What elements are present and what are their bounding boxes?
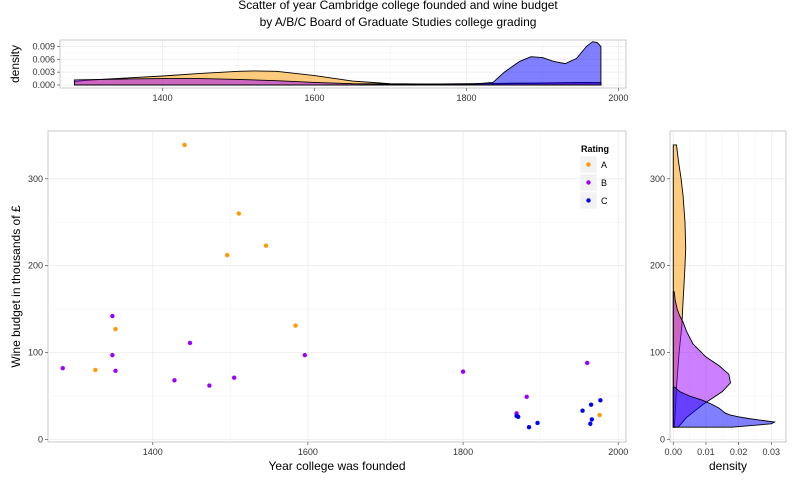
x-tick-label: 0.00 <box>665 447 683 457</box>
x-tick-label: 1400 <box>153 93 173 103</box>
x-tick-label: 1400 <box>143 447 163 457</box>
scatter-point-C <box>588 402 594 407</box>
legend-title: Rating <box>581 144 609 154</box>
y-tick-label: 100 <box>650 348 665 358</box>
scatter-point-B <box>110 313 115 319</box>
legend-label-C: C <box>601 196 608 206</box>
x-tick-label: 2000 <box>608 447 628 457</box>
y-tick-label: 0 <box>38 434 43 444</box>
scatter-point-B <box>524 394 529 400</box>
scatter-point-B <box>60 365 65 371</box>
scatter-point-B <box>460 369 466 374</box>
legend: Rating ABC <box>579 144 609 210</box>
top-density-panel: 1400 1600 1800 2000 0.000 0.003 0.006 0.009 dens… <box>8 39 628 103</box>
main-y-axis-label: Wine budget in thousands of £ <box>9 205 23 367</box>
scatter-point-A <box>182 142 187 148</box>
y-tick-label: 300 <box>650 174 665 184</box>
scatter-point-B <box>113 368 118 373</box>
main-plot-background <box>47 130 627 443</box>
x-tick-label: 1600 <box>298 447 318 457</box>
x-tick-label: 0.02 <box>730 447 748 457</box>
main-scatter-panel: 1400 1600 1800 2000 0 100 200 300 Year college w… <box>9 130 628 473</box>
scatter-point-C <box>535 420 540 426</box>
scatter-point-A <box>113 326 118 332</box>
scatter-point-C <box>589 417 595 422</box>
scatter-point-A <box>236 211 242 216</box>
y-tick-label: 0.000 <box>32 80 55 90</box>
top-y-axis-label: density <box>8 45 22 83</box>
scatter-point-C <box>580 408 585 413</box>
x-tick-label: 1600 <box>304 93 324 103</box>
y-tick-label: 200 <box>650 261 665 271</box>
y-tick-label: 300 <box>28 174 43 184</box>
y-tick-label: 0.006 <box>32 54 55 64</box>
scatter-point-A <box>293 323 298 328</box>
scatter-point-A <box>597 412 602 418</box>
legend-key-point-C <box>586 198 591 203</box>
y-tick-label: 100 <box>28 348 43 358</box>
legend-label-A: A <box>601 160 607 170</box>
density-area-C <box>74 41 602 86</box>
main-x-axis-label: Year college was founded <box>269 459 406 473</box>
scatter-point-B <box>232 375 237 380</box>
scatter-point-B <box>110 352 115 358</box>
chart-title-line-1: Scatter of year Cambridge college founde… <box>238 0 558 12</box>
x-tick-label: 0.01 <box>697 447 715 457</box>
scatter-point-A <box>225 253 230 258</box>
density-area-C <box>672 386 777 428</box>
legend-key-point-A <box>586 162 591 167</box>
y-tick-label: 200 <box>28 261 43 271</box>
y-tick-label: 0 <box>660 434 665 444</box>
x-tick-label: 1800 <box>456 93 476 103</box>
scatter-point-C <box>588 421 593 426</box>
x-tick-label: 1800 <box>453 447 473 457</box>
scatter-point-A <box>93 367 98 373</box>
scatter-point-A <box>263 243 269 248</box>
chart-title-line-2: by A/B/C Board of Graduate Studies colle… <box>260 15 537 29</box>
scatter-point-B <box>187 340 193 346</box>
right-density-panel: 0.00 0.01 0.02 0.03 0 100 200 300 density <box>650 130 787 473</box>
legend-label-B: B <box>601 178 607 188</box>
right-x-axis-label: density <box>709 459 747 473</box>
y-tick-label: 0.009 <box>32 41 55 51</box>
scatter-point-C <box>526 425 532 430</box>
scatter-point-C <box>598 398 603 403</box>
x-tick-label: 2000 <box>608 93 628 103</box>
legend-key-point-B <box>586 180 591 185</box>
x-tick-label: 0.03 <box>763 447 781 457</box>
scatter-point-C <box>515 414 521 420</box>
scatter-point-B <box>302 352 308 358</box>
scatter-point-B <box>207 383 212 388</box>
scatter-point-B <box>585 360 590 366</box>
y-tick-label: 0.003 <box>32 67 55 77</box>
scatter-point-B <box>172 378 177 383</box>
